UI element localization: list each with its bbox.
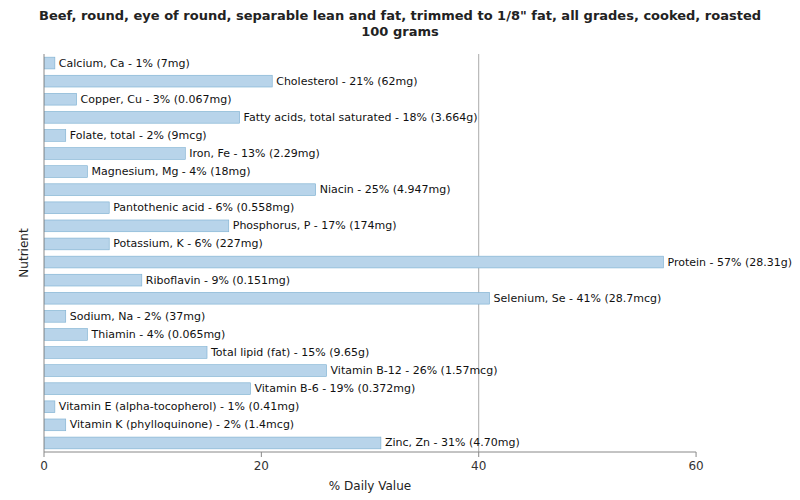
bar-label: Riboflavin - 9% (0.151mg)	[146, 274, 290, 287]
bar	[44, 256, 663, 268]
bar	[44, 383, 250, 395]
bar	[44, 148, 185, 160]
bar	[44, 401, 55, 413]
bar	[44, 347, 207, 359]
bar-label: Total lipid (fat) - 15% (9.65g)	[210, 346, 369, 359]
bar	[44, 437, 381, 449]
bar	[44, 75, 272, 87]
bar	[44, 274, 142, 286]
bar-label: Vitamin E (alpha-tocopherol) - 1% (0.41m…	[59, 400, 299, 413]
bar-label: Thiamin - 4% (0.065mg)	[90, 328, 225, 341]
x-tick	[696, 452, 697, 457]
bar	[44, 365, 327, 377]
bar-label: Magnesium, Mg - 4% (18mg)	[91, 165, 250, 178]
bar-label: Copper, Cu - 3% (0.067mg)	[81, 93, 232, 106]
title: Beef, round, eye of round, separable lea…	[39, 8, 761, 39]
bar-label: Selenium, Se - 41% (28.7mcg)	[494, 292, 662, 305]
bar-label: Zinc, Zn - 31% (4.70mg)	[385, 436, 520, 449]
bar	[44, 57, 55, 69]
bar-label: Cholesterol - 21% (62mg)	[276, 75, 417, 88]
bar-label: Iron, Fe - 13% (2.29mg)	[189, 147, 319, 160]
x-tick-label: 40	[471, 459, 486, 473]
bar-label: Sodium, Na - 2% (37mg)	[70, 310, 206, 323]
bar-label: Pantothenic acid - 6% (0.558mg)	[113, 201, 294, 214]
bar-label: Vitamin B-6 - 19% (0.372mg)	[254, 382, 415, 395]
bar	[44, 93, 77, 105]
bar	[44, 184, 316, 196]
bar-label: Potassium, K - 6% (227mg)	[113, 237, 263, 250]
x-tick-label: 60	[688, 459, 703, 473]
bar	[44, 329, 87, 341]
reference-line	[478, 54, 479, 452]
x-tick	[44, 452, 45, 457]
bar	[44, 130, 66, 142]
x-tick-label: 20	[254, 459, 269, 473]
bar	[44, 111, 240, 123]
bar	[44, 310, 66, 322]
bar	[44, 292, 490, 304]
bar-label: Folate, total - 2% (9mcg)	[70, 129, 207, 142]
bar-labels: Calcium, Ca - 1% (7mg) Cholesterol - 21% …	[59, 57, 792, 450]
bar-label: Fatty acids, total saturated - 18% (3.66…	[244, 111, 478, 124]
x-tick	[478, 452, 479, 457]
x-axis-line	[44, 452, 696, 453]
plot-area	[44, 54, 663, 452]
bar-label: Protein - 57% (28.31g)	[667, 256, 792, 269]
bar-label: Niacin - 25% (4.947mg)	[320, 183, 451, 196]
bar-label: Calcium, Ca - 1% (7mg)	[59, 57, 190, 70]
chart: Beef, round, eye of round, separable lea…	[0, 0, 800, 500]
title-line: 100 grams	[361, 24, 439, 39]
bar	[44, 220, 229, 232]
x-tick-label: 0	[40, 459, 48, 473]
bar	[44, 202, 109, 214]
bar	[44, 166, 87, 178]
bar-label: Vitamin K (phylloquinone) - 2% (1.4mcg)	[70, 418, 294, 431]
x-tick	[261, 452, 262, 457]
bar	[44, 238, 109, 250]
bar	[44, 419, 66, 431]
title-line: Beef, round, eye of round, separable lea…	[39, 8, 761, 23]
y-axis-label: Nutrient	[17, 228, 31, 278]
y-axis-line	[44, 54, 45, 452]
bar-label: Phosphorus, P - 17% (174mg)	[233, 219, 397, 232]
x-axis-label: % Daily Value	[329, 479, 411, 493]
bar-label: Vitamin B-12 - 26% (1.57mcg)	[331, 364, 498, 377]
